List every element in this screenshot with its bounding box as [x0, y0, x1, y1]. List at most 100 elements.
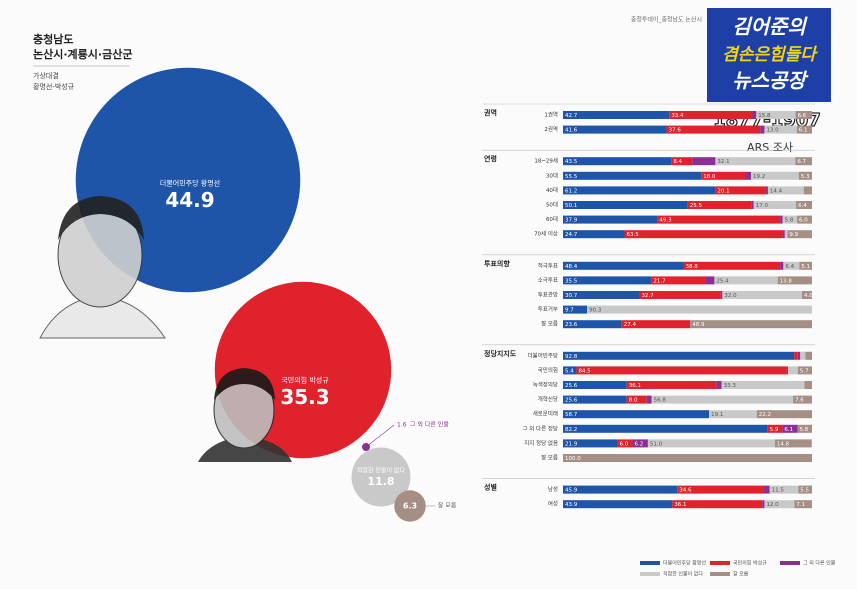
row-label: 2권역: [544, 125, 558, 133]
bubble-name: 그 외 다른 인물: [410, 421, 449, 429]
value-label: 13.8: [780, 278, 793, 284]
value-label: 37.6: [669, 128, 682, 134]
bar-segment: [672, 500, 763, 509]
value-label: 33.4: [671, 113, 684, 119]
value-label: 5.9: [770, 427, 779, 433]
row-label: 40대: [546, 186, 558, 194]
region-title: 충청남도: [33, 32, 73, 46]
row-label: 더불어민주당: [528, 351, 558, 359]
bar-segment: [765, 186, 768, 195]
bar-segment: [774, 439, 812, 448]
bar-segment: [563, 171, 702, 180]
value-label: 5.3: [801, 174, 810, 180]
bar-segment: [563, 305, 588, 314]
bar-segment: [677, 485, 764, 494]
value-label: 7.6: [795, 398, 804, 404]
value-label: 51.0: [650, 441, 663, 447]
legend-label: 잘 모름: [733, 571, 749, 578]
legend-label: 그 외 다른 인물: [803, 560, 836, 567]
bar-segment: [563, 320, 622, 329]
source: 충청투데이_충청남도 논산시: [631, 16, 702, 24]
bubble-value: 44.9: [165, 188, 214, 212]
value-label: 21.9: [565, 441, 578, 447]
value-label: 42.7: [565, 113, 578, 119]
row-label: 잘 모름: [541, 320, 558, 328]
value-label: 84.5: [578, 368, 591, 374]
bar-segment: [796, 201, 812, 209]
bar-segment: [563, 125, 667, 134]
value-label: 6.7: [797, 159, 806, 165]
bar-segment: [752, 111, 757, 119]
bar-segment: [786, 366, 789, 375]
bar-segment: [787, 230, 812, 239]
value-label: 32.1: [717, 159, 729, 165]
row-label: 남성: [548, 485, 558, 493]
stacked-bar-chart: 권역 1권역 42.7 33.4 15.8 6.6 2권역 41.6 37.6 13.0 6.1 연령…: [482, 103, 815, 509]
bar-segment: [797, 351, 801, 360]
value-label: 37.9: [565, 218, 578, 224]
legend-swatch: [640, 572, 660, 576]
value-label: 27.4: [624, 322, 637, 328]
value-label: 12.0: [766, 502, 779, 508]
bar-segment: [563, 201, 688, 209]
bar-segment: [709, 410, 757, 419]
bar-segment: [576, 366, 787, 375]
group-label: 정당지지도: [484, 349, 517, 358]
bar-segment: [799, 261, 812, 270]
value-label: 30.7: [565, 293, 578, 299]
bar-segment: [782, 230, 785, 239]
bar-segment: [563, 276, 652, 285]
value-label: 5.8: [785, 218, 794, 224]
bar-segment: [563, 261, 684, 270]
value-label: 4.0: [804, 293, 813, 299]
bar-segment: [563, 186, 716, 195]
value-label: 43.9: [565, 502, 578, 508]
legend-label: 국민의힘 박성규: [733, 560, 767, 567]
bar-segment: [803, 186, 812, 195]
row-label: 소극투표: [538, 277, 558, 284]
bar-segment: [721, 381, 805, 389]
bar-segment: [805, 351, 812, 360]
value-label: 17.0: [756, 203, 769, 209]
value-label: 48.9: [692, 322, 705, 328]
value-label: 36.1: [629, 383, 641, 389]
value-label: 24.7: [565, 232, 578, 238]
value-label: 25.6: [565, 383, 578, 389]
row-label: 투표관망: [538, 291, 558, 299]
bar-segment: [763, 485, 770, 494]
value-label: 45.9: [565, 488, 578, 494]
legend-label: 더불어민주당 황명선: [663, 560, 706, 567]
group-label: 연령: [484, 154, 497, 163]
row-label: 여성: [548, 500, 558, 508]
bar-segment: [563, 351, 795, 360]
row-label: 적극투표: [538, 262, 558, 269]
bar-segment: [715, 186, 766, 195]
value-label: 33.3: [724, 383, 737, 389]
row-label: 투표거부: [538, 305, 558, 313]
value-label: 20.1: [717, 188, 729, 194]
value-label: 36.1: [674, 502, 686, 508]
bubble-name: 더불어민주당 황명선: [160, 178, 220, 187]
row-label: 1권역: [544, 111, 558, 119]
bar-segment: [769, 485, 799, 494]
bar-segment: [632, 439, 648, 448]
bar-segment: [705, 276, 715, 285]
bar-segment: [646, 395, 652, 404]
bar-segment: [780, 261, 784, 270]
value-label: 100.0: [565, 456, 581, 462]
value-label: 11.5: [772, 488, 785, 494]
bar-segment: [563, 291, 640, 299]
value-label: 34.6: [679, 488, 692, 494]
bar-segment: [657, 215, 781, 224]
bar-segment: [764, 125, 797, 134]
value-label: 25.5: [690, 203, 703, 209]
value-label: 14.4: [770, 188, 783, 194]
row-label: 50대: [546, 201, 558, 209]
value-label: 19.1: [711, 412, 723, 418]
bar-segment: [794, 500, 812, 509]
bar-segment: [626, 395, 647, 404]
value-label: 63.5: [627, 232, 640, 238]
value-label: 6.6: [798, 113, 807, 119]
